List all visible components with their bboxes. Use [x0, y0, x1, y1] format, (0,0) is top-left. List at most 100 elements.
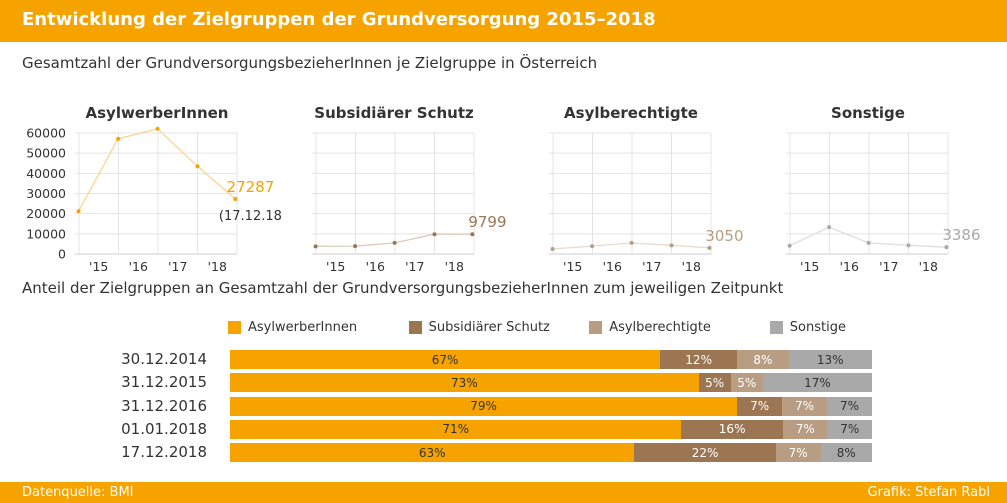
x-tick-label: '18: [208, 259, 227, 274]
row-label: 17.12.2018: [121, 443, 207, 462]
bar-row: 31.12.2015 73% 5% 5% 17%: [0, 373, 1007, 393]
row-label: 30.12.2014: [121, 350, 207, 368]
segment-value-label: 8%: [753, 352, 773, 367]
panel-title: Asylberechtigte: [564, 104, 698, 122]
segment-value-label: 7%: [839, 399, 860, 414]
legend-item-subsidiaerer-schutz: Subsidiärer Schutz: [408, 318, 550, 336]
bar-row: 17.12.2018 63% 22% 7% 8%: [0, 443, 1007, 463]
line-chart-asylberechtigte: Asylberechtigte '15 '16 '17 '18 3050: [549, 104, 744, 274]
graphic-credit: Grafik: Stefan Rabl: [867, 485, 990, 500]
bar-segment-sonstige: 8%: [820, 443, 872, 463]
data-point: [629, 240, 634, 245]
segment-value-label: 73%: [450, 375, 478, 390]
series-line: [78, 128, 236, 212]
data-point: [470, 232, 475, 237]
legend-label: Sonstige: [789, 319, 846, 335]
bar-segment-asylwerberinnen: 71%: [230, 419, 682, 439]
legend-item-asylwerberinnen: AsylwerberInnen: [228, 318, 357, 336]
stacked-bar: 63% 22% 7% 8%: [230, 443, 872, 463]
segment-value-label: 8%: [836, 445, 856, 460]
bar-segment-asylwerberinnen: 73%: [230, 373, 699, 393]
x-tick-label: '17: [642, 259, 661, 274]
data-point: [906, 243, 911, 248]
segment-value-label: 71%: [442, 422, 469, 437]
legend-item-sonstige: Sonstige: [769, 318, 846, 336]
y-tick-label: 20000: [26, 206, 66, 221]
data-point: [353, 244, 358, 249]
legend-label: AsylwerberInnen: [248, 319, 358, 335]
data-point: [707, 245, 712, 250]
y-tick-label: 50000: [26, 146, 66, 161]
x-tick-label: '15: [326, 259, 345, 274]
x-tick-label: '16: [129, 259, 148, 274]
legend-swatch: [769, 320, 783, 334]
segment-value-label: 79%: [470, 399, 497, 414]
data-point: [392, 240, 397, 245]
stacked-bar: 67% 12% 8% 13%: [230, 350, 872, 369]
bar-row: 01.01.2018 71% 16% 7% 7%: [0, 419, 1007, 439]
row-label: 31.12.2016: [121, 396, 207, 415]
legend-item-asylberechtigte: Asylberechtigte: [589, 318, 711, 336]
bar-segment-subsidiaerer-schutz: 5%: [698, 373, 731, 393]
legend-label: Subsidiärer Schutz: [428, 319, 550, 335]
bar-segment-asylberechtigte: 5%: [730, 373, 763, 393]
bar-segment-asylberechtigte: 7%: [775, 443, 821, 463]
segment-value-label: 16%: [718, 422, 746, 437]
footer-bar: Datenquelle: BMI Grafik: Stefan Rabl: [0, 482, 1007, 503]
bar-segment-sonstige: 13%: [788, 350, 872, 369]
bar-segment-asylwerberinnen: 63%: [230, 443, 635, 463]
segment-value-label: 22%: [691, 445, 719, 460]
bar-segment-sonstige: 7%: [827, 419, 872, 439]
x-tick-label: '15: [800, 259, 819, 274]
x-tick-label: '16: [366, 259, 385, 274]
data-point: [76, 209, 81, 214]
data-point: [827, 225, 832, 230]
panel-title: Sonstige: [831, 104, 905, 122]
end-value-label: 27287: [227, 178, 275, 196]
segment-value-label: 12%: [685, 352, 712, 367]
line-chart-sonstige: Sonstige '15 '16 '17 '18 3386: [786, 104, 981, 274]
data-point: [550, 246, 555, 251]
x-tick-label: '18: [445, 259, 464, 274]
segment-value-label: 7%: [788, 445, 808, 460]
stacked-bar-chart-title: Anteil der Zielgruppen an Gesamtzahl der…: [22, 279, 784, 297]
data-point: [944, 245, 949, 250]
segment-value-label: 7%: [795, 422, 815, 437]
end-value-label: 3386: [942, 226, 980, 244]
legend: AsylwerberInnen Subsidiärer Schutz Asylber…: [0, 318, 1007, 336]
line-chart-subsidiaerer-schutz: Subsidiärer Schutz '15 '16 '17 '18 9799: [312, 104, 507, 274]
data-point: [233, 196, 238, 201]
segment-value-label: 5%: [705, 375, 725, 390]
segment-value-label: 7%: [795, 399, 815, 414]
y-tick-label: 60000: [26, 126, 66, 141]
x-tick-label: '18: [682, 259, 701, 274]
stacked-bar-chart: 30.12.2014 67% 12% 8% 13% 31.12.2015 73% 5% 5% 17…: [0, 350, 1007, 466]
stacked-bar: 71% 16% 7% 7%: [230, 419, 872, 439]
x-tick-label: '17: [879, 259, 898, 274]
stacked-bar: 73% 5% 5% 17%: [230, 373, 872, 393]
data-point: [116, 136, 121, 141]
panel-title: Subsidiärer Schutz: [314, 104, 474, 122]
bar-segment-asylwerberinnen: 67%: [230, 350, 661, 369]
segment-value-label: 63%: [418, 445, 446, 460]
legend-swatch: [408, 320, 422, 334]
legend-label: Asylberechtigte: [609, 319, 711, 335]
bar-segment-sonstige: 7%: [827, 396, 872, 416]
segment-value-label: 67%: [431, 352, 459, 367]
bar-segment-asylwerberinnen: 79%: [230, 396, 738, 416]
segment-value-label: 7%: [840, 422, 860, 437]
bar-segment-sonstige: 17%: [762, 373, 872, 393]
segment-value-label: 17%: [804, 375, 831, 390]
data-point: [787, 243, 792, 248]
end-value-label: 3050: [705, 227, 743, 245]
data-point: [866, 240, 871, 245]
x-tick-label: '16: [603, 259, 622, 274]
header-bar: Entwicklung der Zielgruppen der Grundver…: [0, 0, 1007, 42]
line-chart-asylwerberinnen: AsylwerberInnen 0 10000 20000 30000 40000 5000…: [26, 104, 282, 274]
x-tick-label: '18: [919, 259, 938, 274]
legend-swatch: [589, 320, 603, 334]
bar-segment-asylberechtigte: 8%: [737, 350, 789, 369]
bar-row: 31.12.2016 79% 7% 7% 7%: [0, 396, 1007, 416]
y-tick-label: 0: [58, 247, 66, 262]
